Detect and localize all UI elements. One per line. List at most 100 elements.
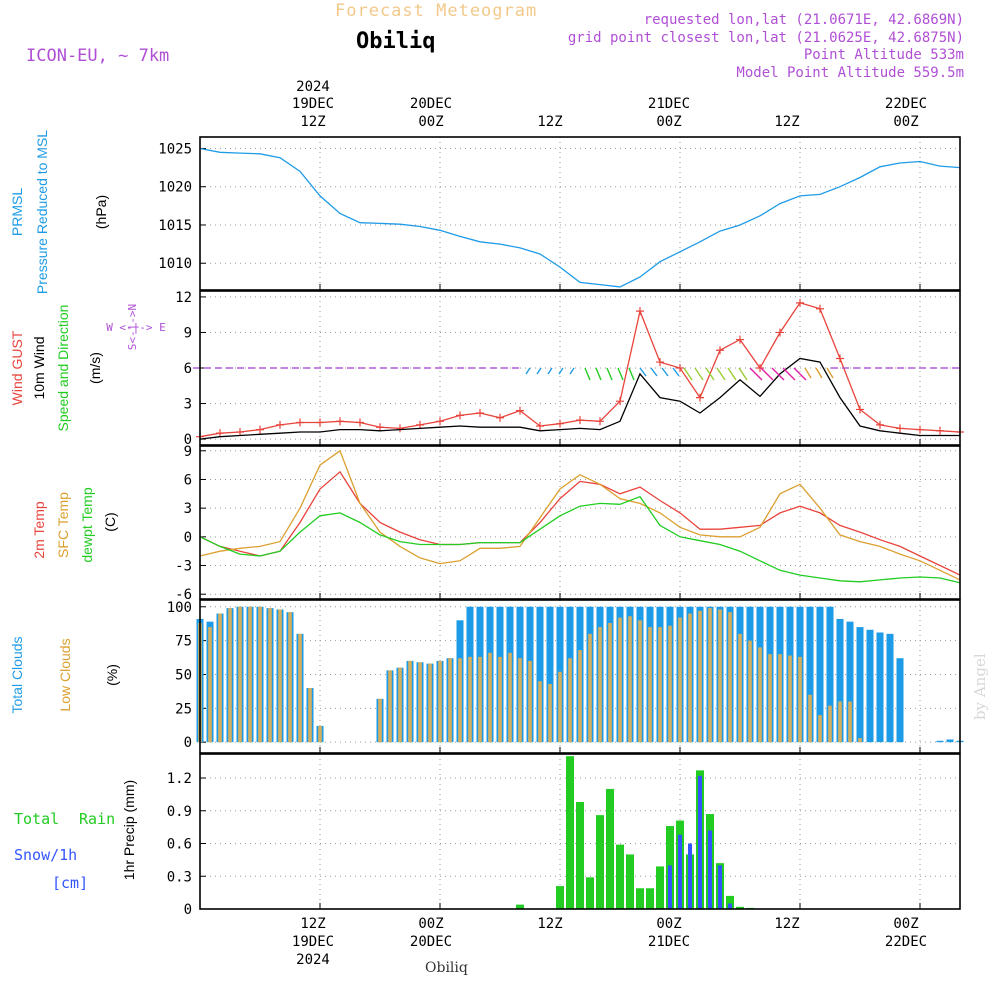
y-tick-label: 1015 <box>158 218 192 234</box>
rain-bar <box>566 756 574 909</box>
snow-bar <box>668 865 672 909</box>
low-cloud-bar <box>758 647 762 743</box>
label-celsius: (C) <box>102 512 118 531</box>
low-cloud-bar <box>428 663 432 743</box>
label-ms: (m/s) <box>87 352 103 384</box>
bottom-time: 12Z <box>537 916 562 932</box>
low-cloud-bar <box>688 613 692 743</box>
gust-marker <box>556 419 564 428</box>
total-cloud-bar <box>866 629 874 743</box>
low-cloud-bar <box>818 715 822 743</box>
bottom-time: 00Z <box>656 916 681 932</box>
wind-direction-arrow <box>606 367 613 381</box>
low-cloud-bar <box>238 606 242 743</box>
low-cloud-bar <box>458 658 462 743</box>
wind-direction-arrow <box>815 367 823 379</box>
y-tick-label: 6 <box>184 361 192 377</box>
top-day: 21DEC <box>648 96 690 112</box>
label-low-clouds: Low Clouds <box>57 638 73 711</box>
total-cloud-bar <box>846 621 854 743</box>
gust-marker <box>716 346 724 355</box>
low-cloud-bar <box>278 609 282 743</box>
low-cloud-bar <box>538 681 542 743</box>
low-cloud-bar <box>308 688 312 743</box>
series-line-10m-wind <box>199 357 960 440</box>
y-tick-label: 6 <box>184 472 192 488</box>
low-cloud-bar <box>478 656 482 743</box>
top-day: 20DEC <box>410 96 452 112</box>
total-cloud-bar <box>826 606 834 743</box>
gust-marker <box>736 335 744 344</box>
wind-direction-arrow <box>617 367 624 381</box>
gust-marker <box>816 304 824 313</box>
low-cloud-bar <box>798 656 802 743</box>
wind-direction-arrow <box>661 367 669 377</box>
total-cloud-bar <box>886 633 894 743</box>
model-name: ICON-EU, ~ 7km <box>26 46 169 66</box>
total-cloud-bar <box>816 606 824 743</box>
panel-1: 0 3 6 9 12 <box>175 290 964 448</box>
y-tick-label: 0.6 <box>167 837 192 853</box>
gust-marker <box>876 420 884 429</box>
bottom-time: 12Z <box>774 916 799 932</box>
gust-marker <box>656 358 664 367</box>
series-line-sfc-temp <box>199 449 961 581</box>
rain-bar <box>656 866 664 909</box>
low-cloud-bar <box>568 658 572 743</box>
gust-marker <box>676 364 684 372</box>
y-tick-label: 0.3 <box>167 869 192 885</box>
low-cloud-bar <box>488 652 492 743</box>
low-cloud-bar <box>748 640 752 743</box>
y-tick-label: -3 <box>175 559 192 575</box>
label-speed-direction: Speed and Direction <box>55 305 71 432</box>
rain-bar <box>646 888 654 909</box>
wind-direction-arrow <box>547 367 553 375</box>
cloud-labels: Total Clouds Low Clouds (%) <box>9 636 120 713</box>
low-cloud-bar <box>838 701 842 743</box>
low-cloud-bar <box>398 667 402 743</box>
bottom-day: 20DEC <box>410 934 452 950</box>
panel-frame <box>199 136 961 291</box>
meteogram-title: Forecast Meteogram <box>335 1 537 21</box>
y-tick-label: 9 <box>184 444 192 460</box>
chart-panels: 1010101510201025036912-6-303690255075100… <box>158 136 964 918</box>
wind-direction-arrow <box>628 367 635 381</box>
rain-bar <box>726 895 734 909</box>
rain-bar <box>586 877 594 909</box>
low-cloud-bar <box>658 627 662 743</box>
rain-bar <box>636 888 644 909</box>
y-tick-label: 0 <box>184 530 192 546</box>
panel-frame <box>199 599 961 754</box>
gust-marker <box>776 328 784 337</box>
low-cloud-bar <box>228 608 232 743</box>
label-percent: (%) <box>104 664 120 686</box>
bottom-day: 19DEC <box>292 934 334 950</box>
top-time: 00Z <box>893 114 918 130</box>
y-tick-label: 0.9 <box>167 804 192 820</box>
label-prmsl: PRMSL <box>9 188 25 236</box>
y-tick-label: 1025 <box>158 141 192 157</box>
wind-direction-arrow <box>804 367 812 379</box>
gust-marker <box>696 393 704 402</box>
gust-marker <box>296 418 304 427</box>
y-tick-label: 0 <box>184 432 192 448</box>
bottom-time: 00Z <box>418 916 443 932</box>
rain-bar <box>606 788 614 909</box>
label-sfc-temp: SFC Temp <box>55 492 71 558</box>
low-cloud-bar <box>218 613 222 743</box>
wind-direction-arrow <box>683 367 693 381</box>
snow-bar <box>688 843 692 909</box>
low-cloud-bar <box>268 608 272 743</box>
low-cloud-bar <box>808 694 812 743</box>
low-cloud-bar <box>468 656 472 743</box>
low-cloud-bar <box>788 655 792 743</box>
snow-bar <box>678 834 682 909</box>
rain-bar <box>596 815 604 909</box>
gust-marker <box>576 416 584 425</box>
snow-bar <box>698 775 702 909</box>
footer-location: Obiliq <box>425 960 468 976</box>
gust-marker <box>936 426 944 435</box>
precip-labels: Total Rain Snow/1h [cm] 1hr Precip (mm) <box>14 780 137 892</box>
point-altitude: Point Altitude 533m <box>804 47 964 63</box>
